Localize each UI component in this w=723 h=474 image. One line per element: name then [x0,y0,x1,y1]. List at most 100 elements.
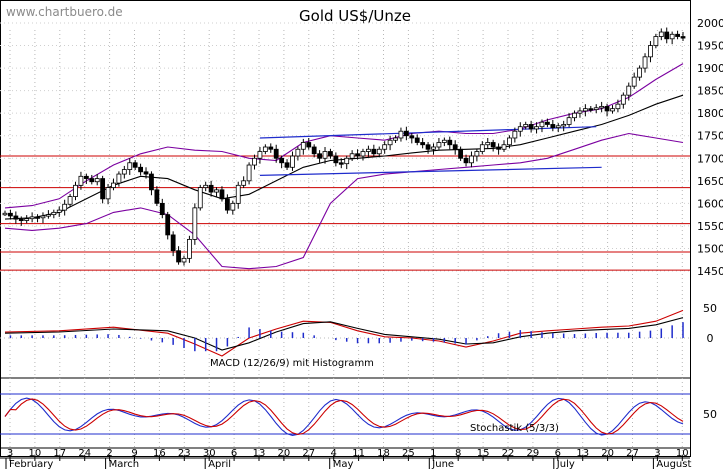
candle-body [121,169,127,175]
x-tick-label: 16 [153,448,166,459]
trend-channel-lower [259,166,602,177]
candle-body [18,218,24,222]
candle-body [230,202,236,211]
x-month-label: August [656,459,691,469]
candle-body [246,164,252,182]
candle-body [545,121,550,125]
candle-body [620,94,626,105]
candle-body [306,142,312,148]
candle-body [366,148,371,152]
candle-body [51,211,57,216]
candle-body [268,146,274,150]
candle-body [528,124,534,130]
x-tick-label: 4 [331,448,337,459]
candle-body [561,124,567,127]
y-tick-label: 1600 [697,197,723,210]
candle-body [387,139,393,146]
candle-body [208,184,214,193]
candle-body [149,173,154,191]
candle-body [62,203,68,211]
candle-body [203,184,209,188]
candle-body [279,157,285,164]
candle-body [89,178,95,183]
candle-body [165,214,171,236]
candle-body [67,196,73,205]
candle-body [94,178,100,183]
x-tick-label: 27 [302,448,315,459]
candle-body [637,67,643,78]
candle-body [214,189,219,193]
candle-body [479,144,485,152]
y-tick-label: 1550 [697,220,723,233]
candle-body [311,146,317,155]
candle-body [382,144,388,150]
candle-body [507,137,512,146]
candle-body [577,110,583,114]
candle-body [24,218,30,221]
y-tick-label: 1650 [697,175,723,188]
x-month-label: March [109,459,139,469]
candle-body [458,148,464,159]
macd-tick-label: 0 [707,332,714,345]
x-tick-label: 25 [402,448,415,459]
candle-body [664,31,670,40]
candle-body [235,184,241,204]
candle-body [176,250,181,263]
candle-body [197,187,203,209]
candle-body [40,215,46,219]
y-tick-label: 1950 [697,40,723,53]
y-tick-label: 1800 [697,107,723,120]
x-tick-label: 24 [78,448,91,459]
candle-body [425,144,431,150]
x-tick-label: 20 [601,448,614,459]
candle-body [631,76,637,87]
watermark: www.chartbuero.de [6,5,123,19]
candle-body [376,148,382,155]
candle-body [669,33,675,40]
x-tick-label: 22 [502,448,515,459]
x-month-label: April [208,459,231,469]
stoch-label: Stochastik (5/3/3) [470,423,559,434]
candle-body [73,184,78,197]
candle-body [658,31,664,37]
candle-body [45,214,51,217]
candle-body [588,108,594,111]
candle-body [29,216,35,220]
price-overlay-line [4,132,684,270]
x-month-label: May [333,459,354,469]
candle-body [474,151,480,157]
plot-frame [0,0,691,457]
candle-body [143,171,149,175]
candle-body [485,142,491,146]
stochastic-line [4,397,684,436]
candle-body [409,135,415,139]
candle-body [273,148,279,159]
x-tick-label: 30 [203,448,216,459]
x-month-label: February [9,459,53,469]
y-tick-label: 1450 [697,265,723,278]
candle-body [420,142,426,146]
candle-body [83,175,89,179]
y-tick-label: 2000 [697,17,723,30]
x-tick-label: 29 [527,448,540,459]
candle-body [604,106,610,112]
candle-body [534,126,539,130]
candle-body [441,139,447,143]
stochastic-line [4,398,684,435]
candle-body [680,36,686,39]
candle-body [566,117,572,125]
x-tick-label: 17 [53,448,66,459]
candle-body [8,212,13,217]
y-tick-label: 1850 [697,85,723,98]
x-tick-label: 6 [231,448,237,459]
candle-body [469,155,474,164]
candle-body [539,121,545,128]
candle-body [284,162,290,168]
candle-body [257,151,263,159]
candle-body [675,33,680,37]
chart-title: Gold US$/Unze [299,7,411,25]
candle-body [187,239,192,259]
candle-body [398,130,404,139]
